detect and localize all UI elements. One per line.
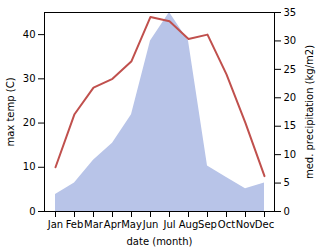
svg-text:Jun: Jun bbox=[142, 219, 159, 230]
svg-text:Aug: Aug bbox=[179, 219, 199, 230]
svg-text:20: 20 bbox=[284, 92, 297, 103]
svg-text:Nov: Nov bbox=[236, 219, 256, 230]
svg-text:40: 40 bbox=[23, 29, 36, 40]
svg-text:30: 30 bbox=[284, 35, 297, 46]
svg-text:Oct: Oct bbox=[218, 219, 235, 230]
svg-text:date (month): date (month) bbox=[127, 236, 193, 247]
svg-text:Dec: Dec bbox=[255, 219, 274, 230]
svg-text:Apr: Apr bbox=[104, 219, 122, 230]
svg-text:35: 35 bbox=[284, 7, 297, 18]
svg-text:20: 20 bbox=[23, 117, 36, 128]
svg-text:25: 25 bbox=[284, 64, 297, 75]
svg-text:med. precipitation (kg/m2): med. precipitation (kg/m2) bbox=[304, 45, 315, 179]
svg-text:15: 15 bbox=[284, 120, 297, 131]
svg-text:5: 5 bbox=[284, 177, 290, 188]
svg-text:Feb: Feb bbox=[66, 219, 84, 230]
svg-text:0: 0 bbox=[284, 206, 290, 217]
svg-text:30: 30 bbox=[23, 73, 36, 84]
svg-text:Jan: Jan bbox=[47, 219, 63, 230]
svg-text:0: 0 bbox=[29, 206, 35, 217]
svg-text:Mar: Mar bbox=[84, 219, 104, 230]
svg-text:Sep: Sep bbox=[198, 219, 217, 230]
svg-text:10: 10 bbox=[284, 149, 297, 160]
svg-text:May: May bbox=[121, 219, 142, 230]
svg-text:max temp (C): max temp (C) bbox=[5, 77, 16, 146]
svg-text:Jul: Jul bbox=[162, 219, 175, 230]
svg-text:10: 10 bbox=[23, 161, 36, 172]
